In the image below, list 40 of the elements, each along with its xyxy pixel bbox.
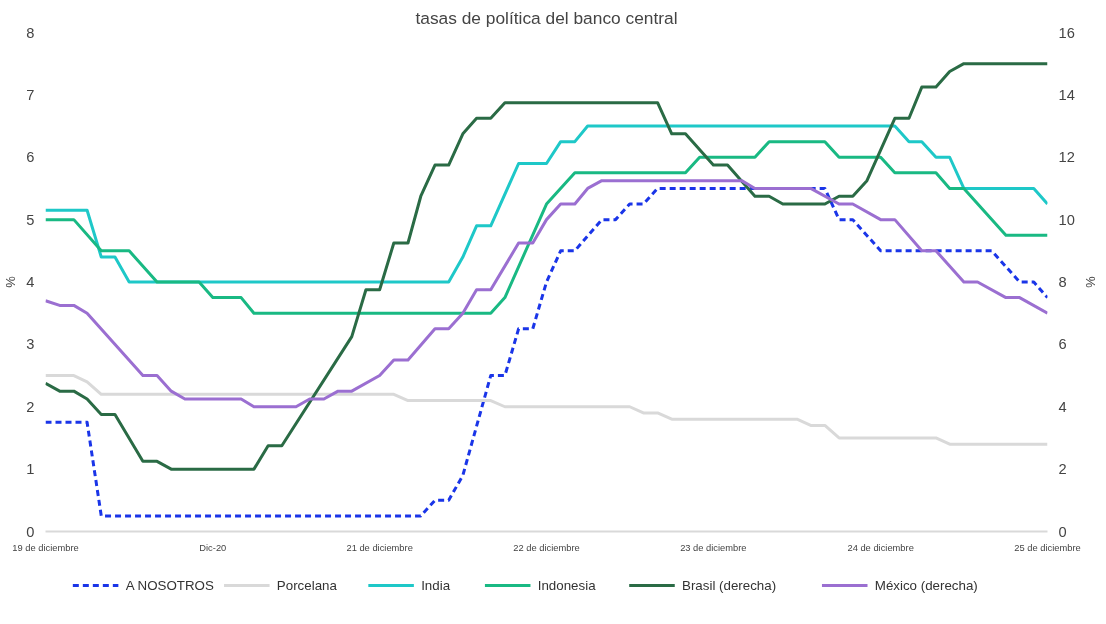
x-tick-label: 23 de diciembre — [680, 542, 747, 553]
line-series — [45, 374, 1048, 446]
y-tick-label: 1 — [26, 461, 35, 478]
y2-tick-label: 12 — [1058, 149, 1075, 166]
legend-label: India — [421, 578, 451, 593]
y-tick-label: 2 — [26, 398, 35, 415]
x-tick-label: 19 de diciembre — [12, 542, 79, 553]
line-series — [45, 62, 1048, 471]
y-tick-label: 0 — [26, 523, 35, 540]
y2-tick-label: 8 — [1058, 274, 1067, 290]
y2-tick-label: 6 — [1058, 336, 1067, 353]
line-series — [45, 179, 1048, 409]
legend-label: A NOSOTROS — [125, 578, 214, 593]
y2-tick-label: 14 — [1058, 86, 1075, 103]
line-series — [45, 140, 1048, 315]
legend-label: Porcelana — [276, 578, 338, 593]
y2-tick-label: 10 — [1058, 211, 1075, 228]
y2-axis-title: % — [1082, 276, 1098, 289]
legend-label: Indonesia — [537, 578, 597, 593]
y-tick-label: 8 — [26, 24, 35, 41]
y-axis-title: % — [3, 275, 19, 288]
legend-label: México (derecha) — [874, 578, 978, 593]
y2-tick-label: 4 — [1058, 398, 1067, 415]
y2-tick-label: 0 — [1058, 523, 1067, 540]
chart-title: tasas de política del banco central — [415, 7, 678, 28]
x-tick-label: 25 de diciembre — [1014, 542, 1081, 553]
y2-tick-label: 16 — [1058, 24, 1075, 41]
y2-tick-label: 2 — [1058, 461, 1067, 478]
x-tick-label: 22 de diciembre — [513, 542, 580, 553]
line-series — [45, 186, 1048, 518]
line-series — [45, 124, 1048, 284]
legend-label: Brasil (derecha) — [682, 578, 777, 593]
y-tick-label: 4 — [26, 274, 35, 290]
y-tick-label: 3 — [26, 336, 35, 353]
x-tick-label: 21 de diciembre — [346, 542, 413, 553]
y-tick-label: 6 — [26, 149, 35, 166]
y-tick-label: 5 — [26, 211, 35, 228]
x-tick-label: Dic-20 — [199, 542, 227, 553]
y-tick-label: 7 — [26, 86, 35, 103]
x-tick-label: 24 de diciembre — [847, 542, 914, 553]
